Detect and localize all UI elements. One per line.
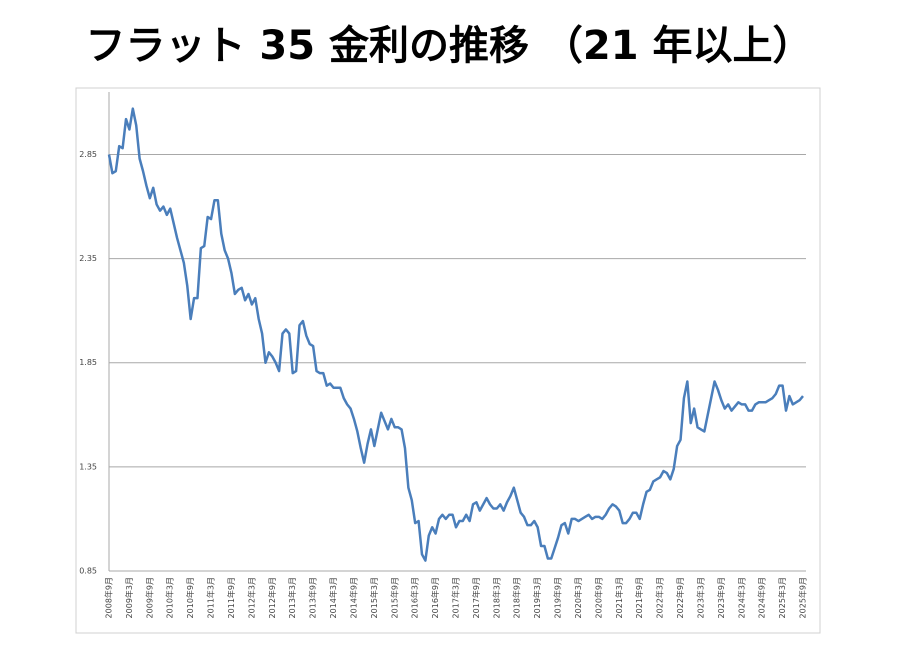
x-tick-label: 2022年3月	[655, 577, 665, 618]
x-tick-label: 2021年9月	[634, 577, 644, 618]
x-tick-label: 2024年9月	[757, 577, 767, 618]
x-tick-label: 2019年9月	[553, 577, 563, 618]
x-tick-label: 2021年3月	[614, 577, 624, 618]
x-tick-label: 2015年9月	[389, 577, 399, 618]
x-tick-label: 2017年9月	[471, 577, 481, 618]
x-tick-label: 2023年9月	[716, 577, 726, 618]
y-tick-label: 1.85	[79, 358, 97, 367]
x-tick-label: 2016年3月	[410, 577, 420, 618]
x-tick-label: 2012年9月	[267, 577, 277, 618]
x-tick-label: 2011年9月	[226, 577, 236, 618]
x-tick-label: 2014年3月	[328, 577, 338, 618]
y-tick-label: 1.35	[79, 462, 97, 471]
x-tick-label: 2025年9月	[798, 577, 808, 618]
line-series	[107, 107, 804, 562]
x-tick-label: 2018年3月	[491, 577, 501, 618]
x-tick-label: 2025年3月	[777, 577, 787, 618]
x-tick-label: 2023年3月	[695, 577, 705, 618]
x-tick-label: 2009年3月	[124, 577, 134, 618]
x-tick-label: 2019年3月	[532, 577, 542, 618]
chart-frame	[75, 87, 821, 634]
x-tick-label: 2012年3月	[246, 577, 256, 618]
x-tick-label: 2013年3月	[287, 577, 297, 618]
x-tick-label: 2010年9月	[185, 577, 195, 618]
x-tick-label: 2014年9月	[348, 577, 358, 618]
x-tick-label: 2018年9月	[512, 577, 522, 618]
x-tick-label: 2020年3月	[573, 577, 583, 618]
chart-title: フラット 35 金利の推移 （21 年以上）	[85, 23, 812, 69]
y-tick-label: 0.85	[79, 567, 97, 576]
x-tick-label: 2011年3月	[206, 577, 216, 618]
y-tick-label: 2.85	[79, 150, 97, 159]
x-tick-label: 2008年9月	[104, 577, 114, 618]
x-tick-label: 2016年9月	[430, 577, 440, 618]
x-tick-label: 2010年3月	[165, 577, 175, 618]
x-tick-label: 2015年3月	[369, 577, 379, 618]
x-tick-label: 2013年9月	[308, 577, 318, 618]
x-tick-label: 2017年3月	[451, 577, 461, 618]
x-tick-label: 2020年9月	[593, 577, 603, 618]
x-tick-label: 2024年3月	[736, 577, 746, 618]
y-tick-label: 2.35	[79, 254, 97, 263]
x-tick-label: 2022年9月	[675, 577, 685, 618]
x-tick-label: 2009年9月	[144, 577, 154, 618]
